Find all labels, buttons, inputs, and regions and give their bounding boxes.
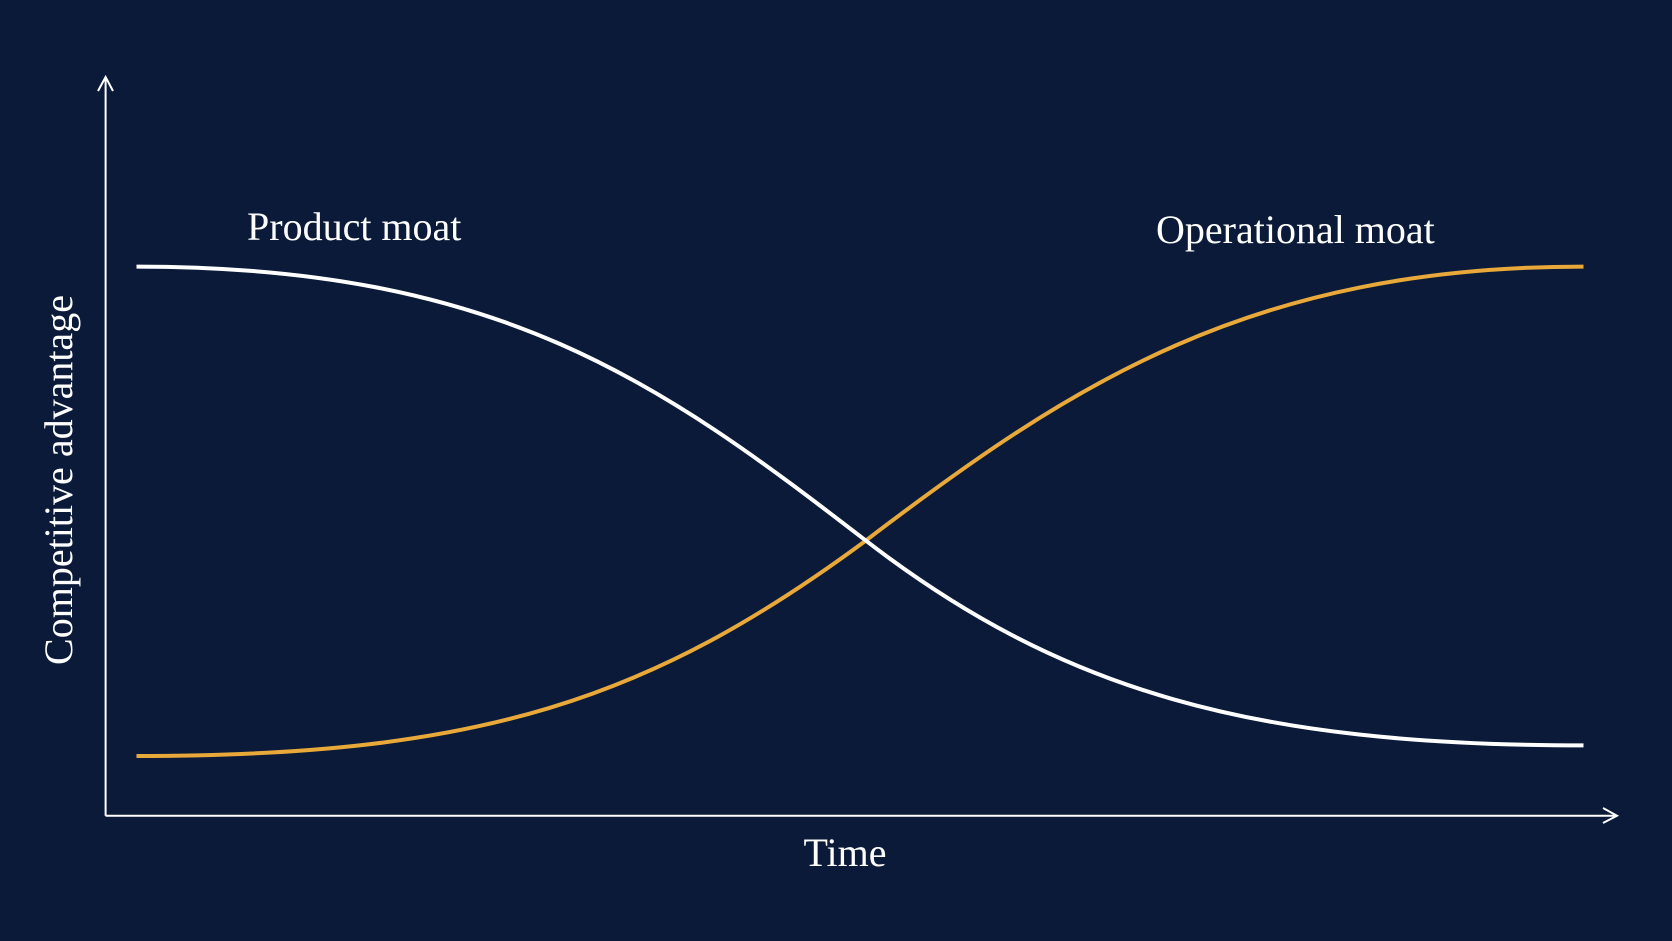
- product-moat-curve: [136, 264, 1584, 748]
- axes: [97, 74, 1620, 824]
- y-axis-arrow: [97, 74, 114, 92]
- y-axis-label: Competitive advantage: [36, 295, 81, 665]
- curve-label: Operational moat: [1156, 207, 1435, 252]
- x-axis-label: Time: [803, 830, 886, 875]
- x-axis-arrow: [1602, 807, 1620, 824]
- curve-label: Product moat: [247, 204, 461, 249]
